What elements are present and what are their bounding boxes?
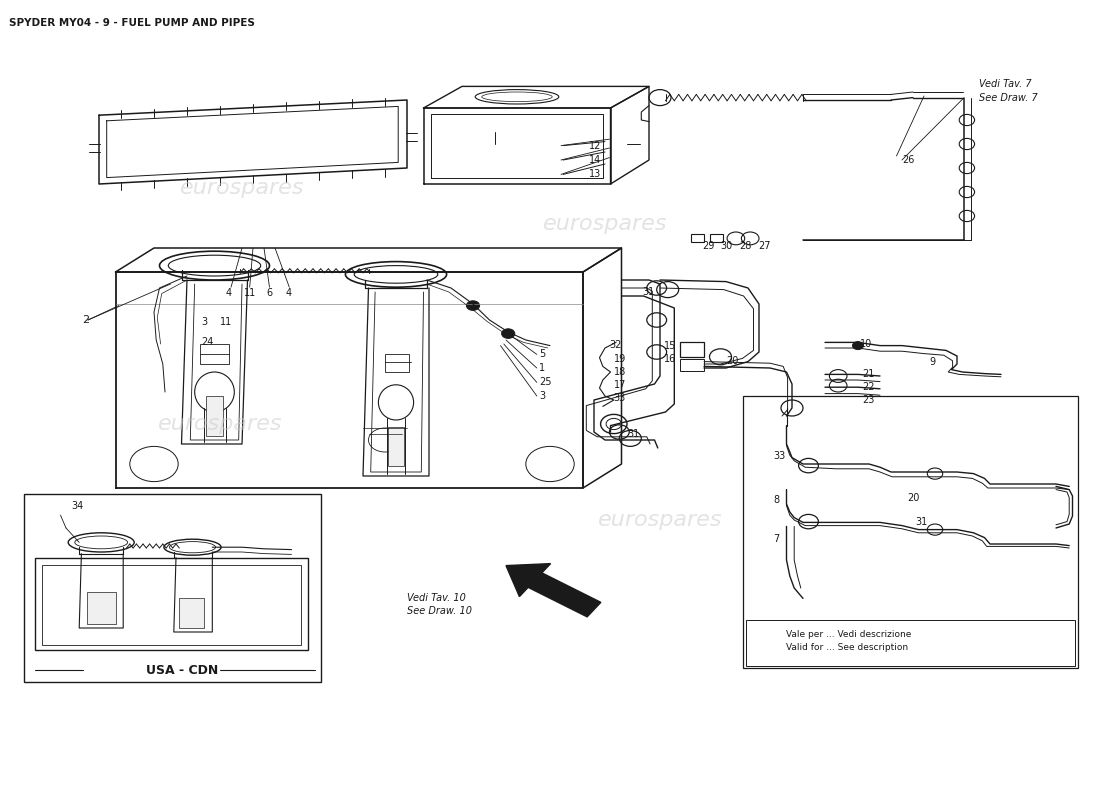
FancyArrow shape — [506, 564, 601, 617]
Text: 16: 16 — [664, 354, 676, 364]
Text: 20: 20 — [908, 494, 920, 503]
Text: 15: 15 — [664, 342, 676, 351]
Text: 4: 4 — [226, 288, 232, 298]
Text: 3: 3 — [201, 318, 208, 327]
Bar — [206, 396, 223, 436]
Text: 1: 1 — [539, 363, 546, 373]
Bar — [87, 592, 116, 624]
Circle shape — [466, 301, 480, 310]
Text: 34: 34 — [72, 501, 84, 510]
Text: 33: 33 — [773, 451, 785, 461]
Text: 30: 30 — [720, 241, 733, 250]
Text: Vedi Tav. 10: Vedi Tav. 10 — [407, 594, 466, 603]
Text: 2: 2 — [82, 315, 89, 325]
Text: Vale per ... Vedi descrizione: Vale per ... Vedi descrizione — [786, 630, 912, 639]
Text: 31: 31 — [915, 517, 927, 526]
Circle shape — [502, 329, 515, 338]
Text: 31: 31 — [627, 429, 639, 438]
Text: 7: 7 — [773, 534, 780, 544]
Text: 19: 19 — [614, 354, 626, 364]
Bar — [42, 565, 301, 645]
Text: eurospares: eurospares — [542, 214, 668, 234]
Text: 24: 24 — [201, 337, 213, 346]
Text: 18: 18 — [614, 367, 626, 377]
Text: 21: 21 — [862, 370, 874, 379]
Text: 8: 8 — [773, 495, 780, 505]
Text: 28: 28 — [739, 241, 751, 250]
Text: 32: 32 — [609, 340, 622, 350]
Text: 20: 20 — [726, 356, 738, 366]
Text: eurospares: eurospares — [157, 414, 283, 434]
Text: 14: 14 — [588, 155, 601, 165]
Bar — [200, 344, 229, 364]
Text: 3: 3 — [539, 391, 546, 401]
Bar — [680, 359, 704, 371]
Text: 13: 13 — [588, 170, 601, 179]
Bar — [691, 234, 704, 242]
Text: 9: 9 — [930, 357, 936, 366]
Bar — [746, 620, 1075, 666]
Bar — [680, 342, 704, 357]
Text: 31: 31 — [642, 287, 654, 297]
Bar — [179, 598, 204, 628]
Bar — [710, 234, 723, 242]
Bar — [388, 427, 404, 466]
Text: 12: 12 — [588, 141, 601, 150]
Text: 22: 22 — [862, 382, 874, 392]
Circle shape — [852, 342, 864, 350]
Text: eurospares: eurospares — [597, 510, 723, 530]
Text: 11: 11 — [244, 288, 256, 298]
Text: eurospares: eurospares — [179, 178, 305, 198]
Text: USA - CDN: USA - CDN — [146, 664, 219, 677]
Text: 4: 4 — [286, 288, 293, 298]
Text: Valid for ... See description: Valid for ... See description — [786, 643, 909, 653]
Bar — [35, 558, 308, 650]
Bar — [24, 494, 321, 682]
Text: Vedi Tav. 7: Vedi Tav. 7 — [979, 79, 1032, 89]
Text: 11: 11 — [220, 318, 232, 327]
Text: 25: 25 — [539, 378, 551, 387]
Text: 26: 26 — [902, 155, 914, 165]
Text: 17: 17 — [614, 380, 626, 390]
Text: See Draw. 7: See Draw. 7 — [979, 93, 1037, 102]
Text: 27: 27 — [758, 241, 770, 250]
Text: 5: 5 — [539, 350, 546, 359]
Bar — [742, 396, 1078, 668]
Bar — [385, 354, 409, 372]
Text: 10: 10 — [860, 339, 872, 349]
Text: 33: 33 — [614, 394, 626, 403]
Text: 23: 23 — [862, 395, 874, 405]
Text: 29: 29 — [702, 241, 714, 250]
Text: SPYDER MY04 - 9 - FUEL PUMP AND PIPES: SPYDER MY04 - 9 - FUEL PUMP AND PIPES — [9, 18, 255, 27]
Text: 6: 6 — [266, 288, 273, 298]
Text: See Draw. 10: See Draw. 10 — [407, 606, 472, 616]
